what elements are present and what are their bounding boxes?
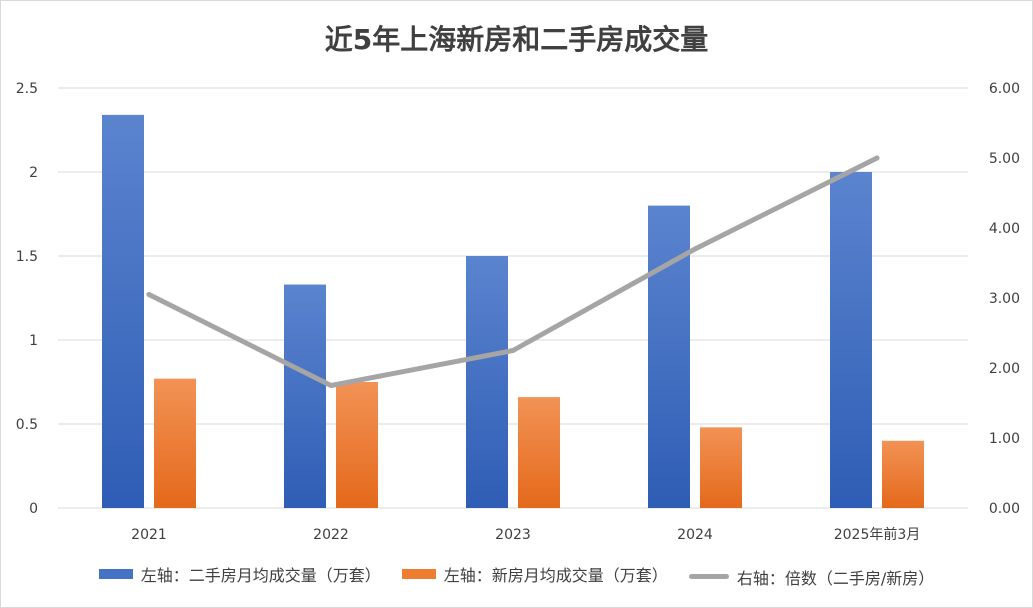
right-tick-label: 0.00	[989, 501, 1020, 517]
chart-title: 近5年上海新房和二手房成交量	[324, 23, 709, 56]
left-axis-ticks: 0 0.5 1 1.5 2 2.5	[16, 81, 38, 517]
ratio-point	[510, 348, 516, 353]
legend-label-ratio: 右轴：倍数（二手房/新房）	[736, 568, 935, 588]
legend-swatch-new	[401, 569, 436, 579]
legend: 左轴：二手房月均成交量（万套） 左轴：新房月均成交量（万套） 右轴：倍数（二手房…	[0, 562, 1033, 589]
x-tick-label: 2025年前3月	[834, 526, 921, 543]
left-tick-label: 0	[29, 501, 38, 517]
bar-new	[700, 427, 742, 508]
left-tick-label: 1	[29, 333, 38, 349]
legend-label-secondhand: 左轴：二手房月均成交量（万套）	[140, 566, 381, 585]
bar-secondhand	[466, 256, 508, 508]
legend-item-secondhand: 左轴：二手房月均成交量（万套）	[98, 562, 381, 586]
legend-label-new: 左轴：新房月均成交量（万套）	[443, 566, 668, 585]
x-tick-label: 2021	[131, 527, 167, 543]
legend-item-new: 左轴：新房月均成交量（万套）	[401, 562, 668, 586]
legend-item-ratio: 右轴：倍数（二手房/新房）	[688, 565, 935, 589]
bar-new	[154, 378, 196, 508]
x-axis-ticks: 2021 2022 2023 2024 2025年前3月	[131, 526, 920, 543]
gridlines	[58, 87, 968, 509]
bar-secondhand	[648, 205, 690, 508]
right-tick-label: 1.00	[989, 431, 1020, 447]
ratio-point	[328, 383, 334, 388]
bar-new	[882, 440, 924, 508]
bar-secondhand	[830, 172, 872, 508]
legend-swatch-ratio	[688, 574, 729, 579]
legend-swatch-secondhand	[98, 569, 133, 579]
x-tick-label: 2024	[677, 527, 713, 543]
right-tick-label: 4.00	[989, 221, 1020, 237]
x-tick-label: 2023	[495, 527, 531, 543]
ratio-point	[146, 292, 152, 297]
left-tick-label: 2.5	[16, 81, 38, 97]
right-tick-label: 2.00	[989, 361, 1020, 377]
right-axis-ticks: 0.00 1.00 2.00 3.00 4.00 5.00 6.00	[989, 81, 1020, 517]
bars	[102, 114, 924, 508]
left-tick-label: 1.5	[16, 249, 38, 265]
bar-new	[518, 397, 560, 508]
bar-secondhand	[102, 114, 144, 508]
right-tick-label: 6.00	[989, 81, 1020, 97]
bar-secondhand	[284, 284, 326, 508]
bar-new	[336, 382, 378, 508]
left-tick-label: 2	[29, 165, 38, 181]
x-tick-label: 2022	[313, 527, 349, 543]
right-tick-label: 5.00	[989, 151, 1020, 167]
ratio-point	[692, 246, 698, 252]
left-tick-label: 0.5	[16, 417, 38, 433]
right-tick-label: 3.00	[989, 291, 1020, 307]
ratio-point	[874, 155, 880, 161]
ratio-line	[146, 155, 880, 388]
